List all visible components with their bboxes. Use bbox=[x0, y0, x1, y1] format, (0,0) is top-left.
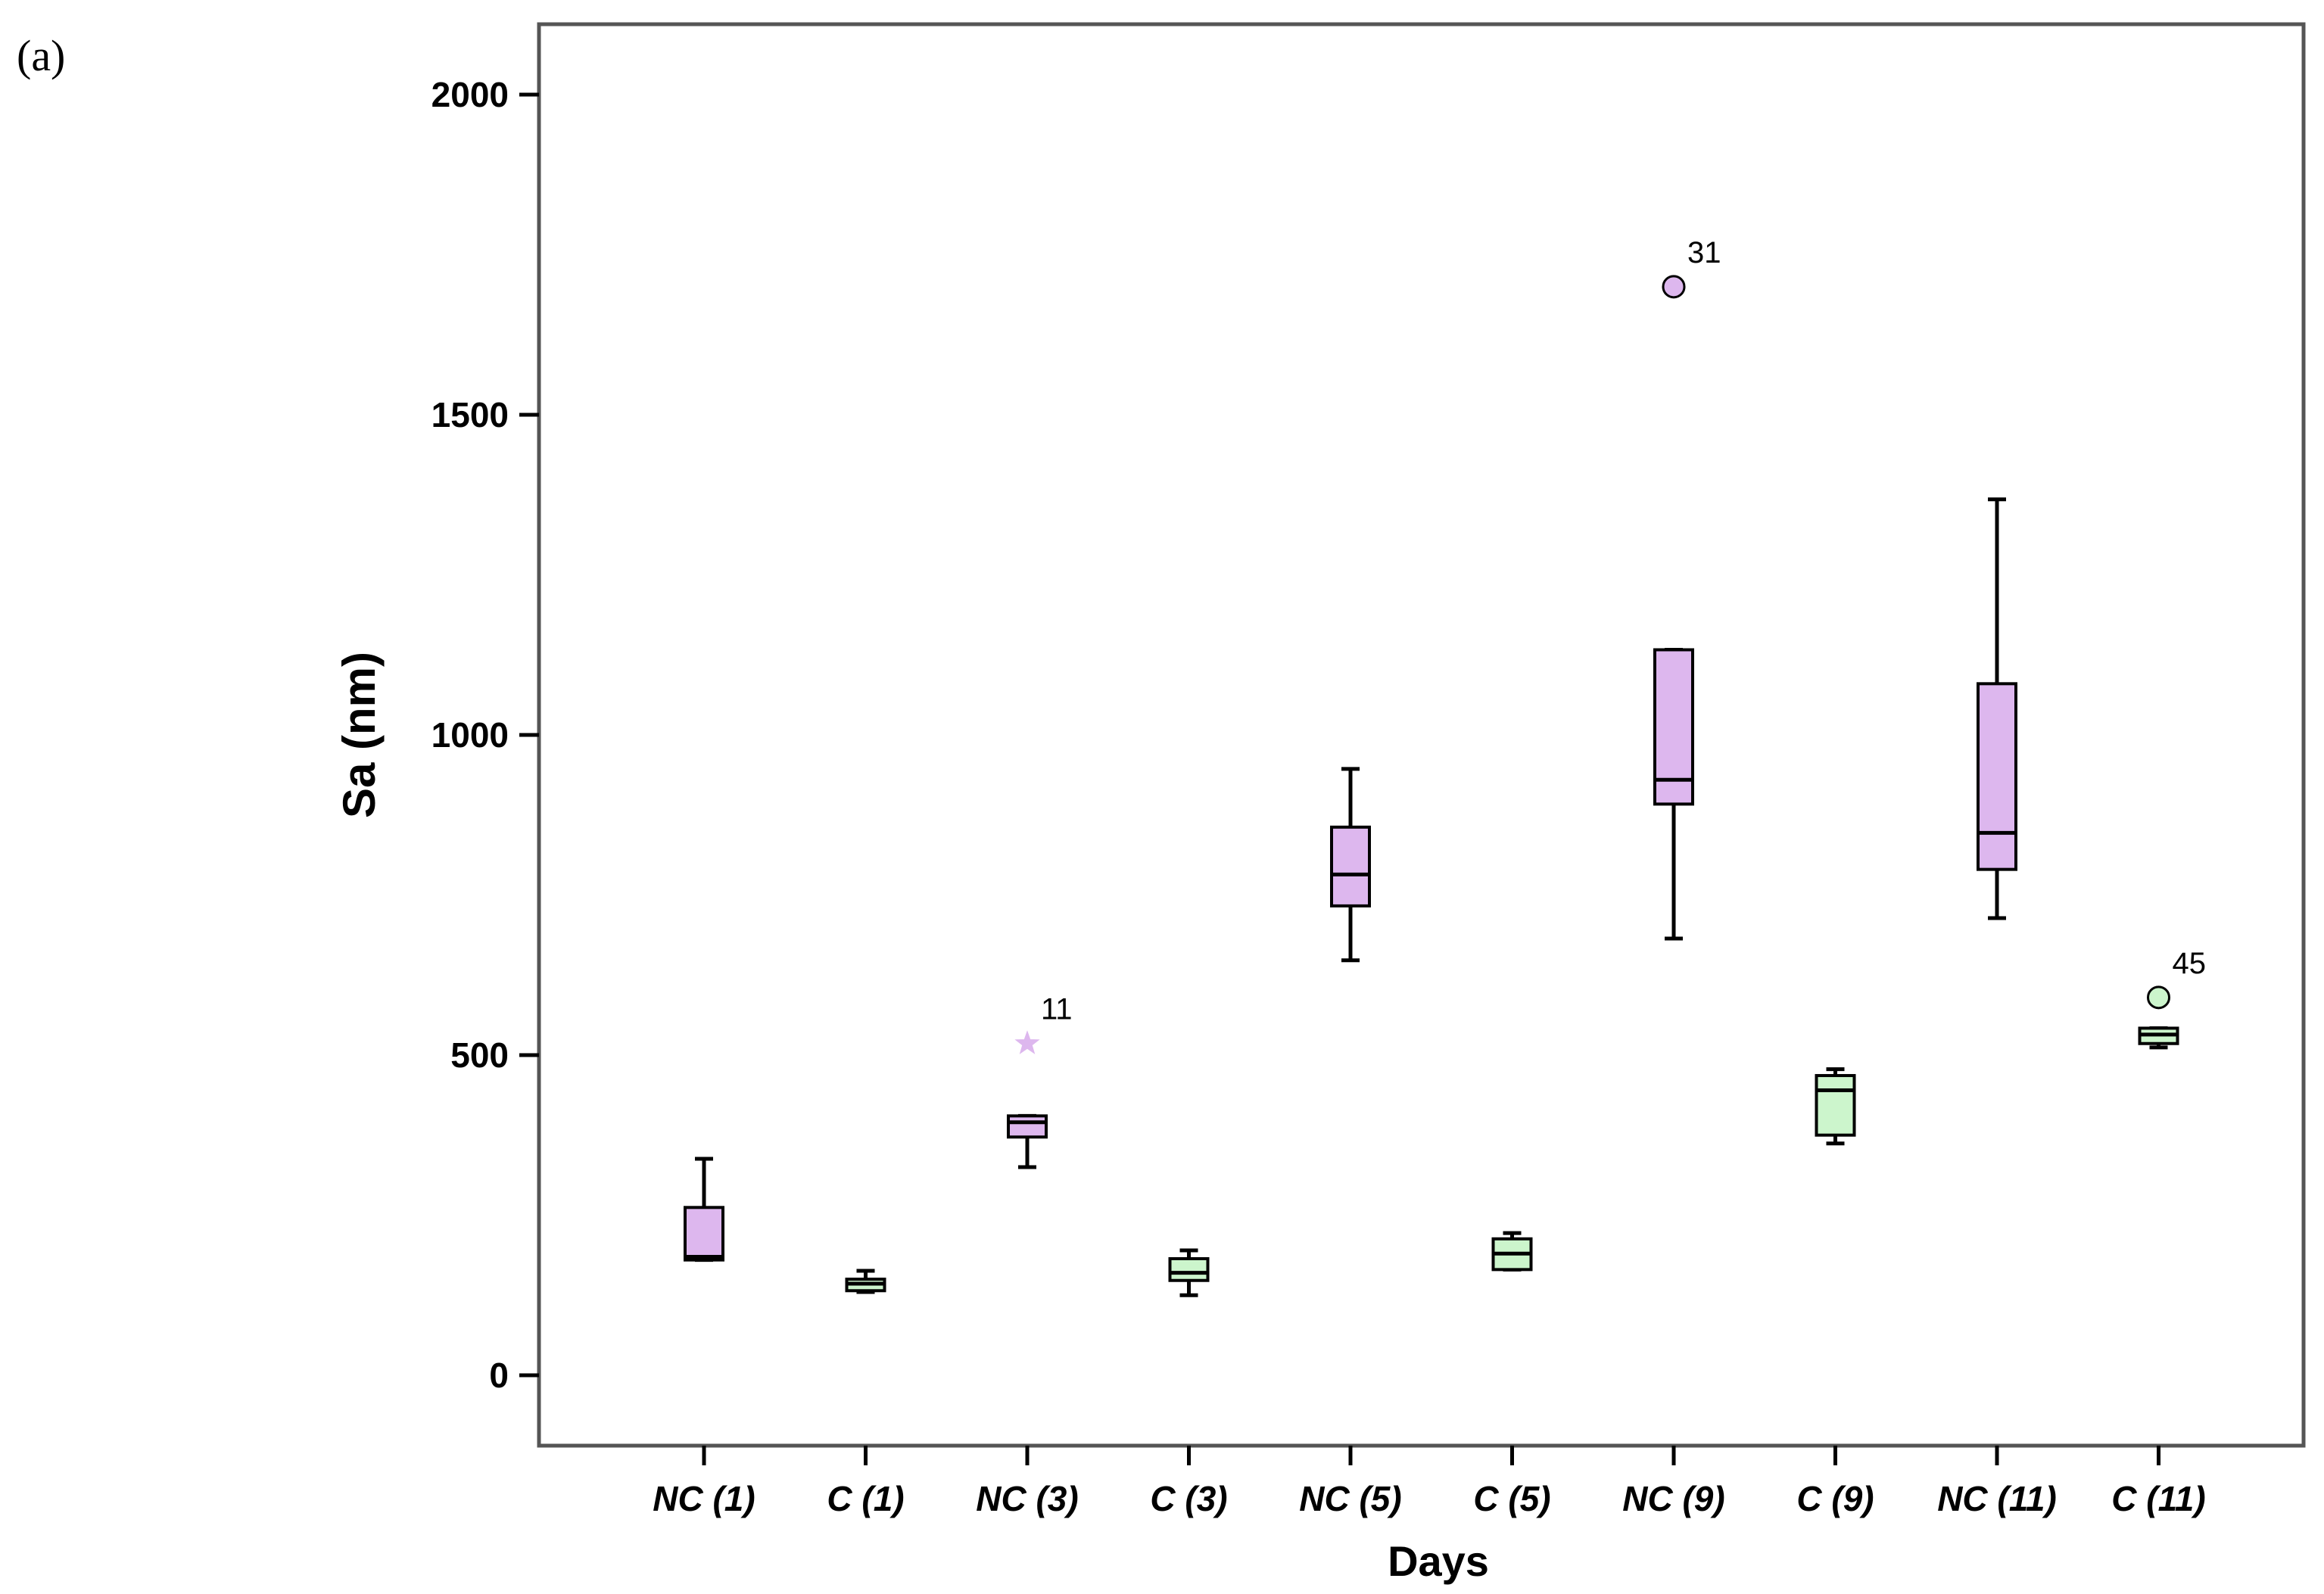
box-nc-5 bbox=[1330, 767, 1371, 963]
box-c-11 bbox=[2138, 1026, 2179, 1050]
box-c-9 bbox=[1815, 1067, 1856, 1146]
box-nc-1 bbox=[684, 1157, 724, 1262]
box-c-5 bbox=[1491, 1231, 1533, 1272]
figure-label: (a) bbox=[17, 31, 66, 80]
outlier-circle-marker bbox=[2147, 985, 2170, 1010]
x-tick-label: NC (11) bbox=[1937, 1479, 2057, 1518]
outlier-star-marker bbox=[1014, 1030, 1040, 1054]
outlier-label: 45 bbox=[2173, 947, 2207, 980]
outlier-series: 11 31 45 bbox=[1014, 236, 2207, 1054]
box-c-3 bbox=[1168, 1248, 1210, 1297]
x-tick-label: C (11) bbox=[2111, 1479, 2205, 1518]
y-tick-label: 0 bbox=[489, 1356, 509, 1395]
y-axis: 0 500 1000 1500 2000 bbox=[431, 75, 539, 1395]
box-iqr bbox=[684, 1206, 724, 1262]
box-iqr bbox=[1168, 1256, 1210, 1282]
box-nc-11 bbox=[1977, 497, 2017, 920]
x-tick-label: NC (5) bbox=[1299, 1479, 1401, 1518]
y-tick-label: 1500 bbox=[431, 395, 509, 434]
x-tick-label: C (5) bbox=[1473, 1479, 1550, 1518]
box-iqr bbox=[1977, 682, 2017, 871]
y-tick-label: 1000 bbox=[431, 715, 509, 755]
y-axis-label: Sa (nm) bbox=[334, 652, 385, 818]
x-tick-label: NC (3) bbox=[976, 1479, 1078, 1518]
box-iqr bbox=[1007, 1114, 1048, 1139]
x-axis: NC (1) C (1) NC (3) C (3) NC (5) C (5) NC (9) C… bbox=[653, 1446, 2206, 1518]
box-nc-9 bbox=[1653, 647, 1694, 941]
box-c-1 bbox=[845, 1269, 886, 1294]
box-series bbox=[684, 497, 2179, 1297]
x-tick-label: C (3) bbox=[1150, 1479, 1227, 1518]
y-tick-label: 2000 bbox=[431, 75, 509, 114]
box-iqr bbox=[1330, 825, 1371, 908]
outlier-circle-marker bbox=[1662, 275, 1686, 299]
plot-frame bbox=[537, 22, 2306, 1448]
box-nc-3 bbox=[1007, 1113, 1048, 1169]
box-iqr bbox=[1815, 1074, 1856, 1137]
x-tick-label: NC (1) bbox=[653, 1479, 755, 1518]
x-tick-label: NC (9) bbox=[1622, 1479, 1724, 1518]
outlier-label: 11 bbox=[1041, 993, 1073, 1026]
outlier-label: 31 bbox=[1687, 236, 1721, 269]
y-tick-label: 500 bbox=[450, 1035, 509, 1075]
x-tick-label: C (9) bbox=[1796, 1479, 1874, 1518]
x-axis-label: Days bbox=[1388, 1537, 1489, 1585]
x-tick-label: C (1) bbox=[827, 1479, 904, 1518]
